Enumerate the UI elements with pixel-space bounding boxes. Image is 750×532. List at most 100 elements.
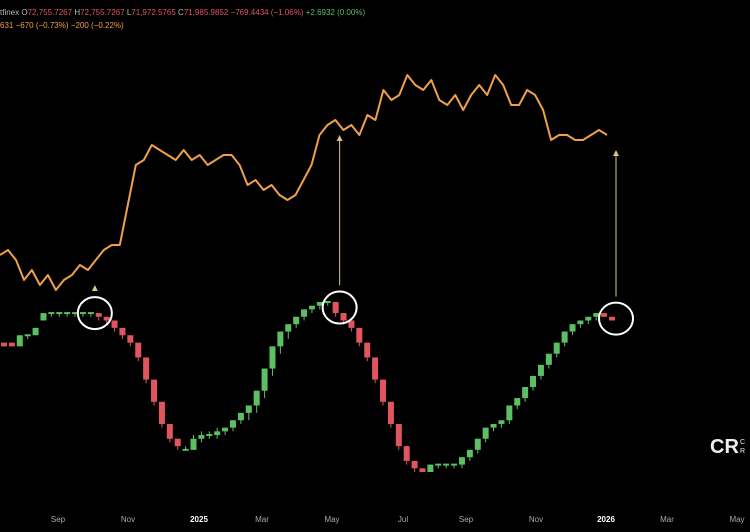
candle	[285, 324, 292, 339]
candle	[577, 320, 584, 328]
header-row-ohlc: tfinex O72,755.7267 H72,755.7267 L71,972…	[0, 6, 365, 19]
candle-body	[364, 342, 371, 358]
candle-body	[356, 327, 363, 343]
candle	[506, 405, 513, 424]
candle	[411, 460, 418, 472]
candle-body	[403, 446, 410, 461]
candle-body	[340, 313, 347, 321]
candle	[561, 331, 568, 347]
candle	[293, 316, 300, 328]
line-series	[0, 74, 608, 291]
candle-body	[198, 435, 205, 439]
candle-body	[166, 423, 173, 439]
candle	[261, 368, 268, 399]
symbol-name: tfinex	[0, 8, 20, 17]
candle-body	[577, 320, 584, 325]
candle	[593, 313, 600, 321]
candle	[166, 423, 173, 443]
candle	[135, 342, 142, 362]
candle	[32, 327, 39, 336]
candle	[72, 312, 79, 317]
candle-body	[506, 405, 513, 421]
candle	[466, 449, 473, 461]
candle	[79, 312, 86, 317]
candle-body	[79, 312, 86, 315]
x-tick-label: Nov	[121, 515, 135, 524]
arrow-head	[91, 285, 98, 291]
indicator-change-2: −200 (−0.22%)	[70, 21, 124, 30]
brand-logo: CR C R	[710, 436, 745, 459]
candle	[277, 331, 284, 354]
candle	[348, 320, 355, 332]
candle-body	[522, 387, 529, 399]
candle	[514, 398, 521, 410]
x-tick-label: Jul	[398, 515, 408, 524]
header-row-indicator: 631 −670 (−0.73%) −200 (−0.22%)	[0, 19, 365, 32]
candle-body	[435, 463, 442, 466]
candle	[56, 312, 63, 317]
x-tick-label: May	[324, 515, 339, 524]
candle-body	[151, 379, 158, 402]
extra-value: +2.6932 (0.00%)	[305, 8, 366, 17]
candle	[553, 342, 560, 358]
candle-body	[103, 316, 110, 321]
candle	[269, 346, 276, 376]
change-value: −769.4434 (−1.06%)	[230, 8, 304, 17]
candle-body	[443, 463, 450, 466]
candle	[8, 342, 15, 347]
candle-body	[95, 313, 102, 317]
candle	[64, 312, 71, 317]
x-tick-label: Mar	[660, 515, 674, 524]
x-tick-label: 2026	[597, 515, 615, 524]
candle	[324, 301, 331, 306]
x-tick-label: Mar	[255, 515, 269, 524]
candle-body	[206, 434, 213, 437]
candle-body	[119, 327, 126, 336]
candle	[16, 335, 23, 347]
candle-body	[395, 423, 402, 447]
candle	[301, 309, 308, 321]
candle	[174, 438, 181, 450]
candle-body	[585, 316, 592, 321]
candle-body	[514, 398, 521, 406]
candle	[537, 364, 544, 380]
candle-body	[316, 302, 323, 306]
candle-body	[158, 401, 165, 424]
candle	[419, 468, 426, 472]
low-label: L	[126, 8, 132, 17]
candle	[443, 463, 450, 469]
x-tick-label: Sep	[459, 515, 474, 524]
candle-body	[387, 401, 394, 424]
candle-body	[1, 342, 7, 347]
candle	[498, 420, 505, 428]
candle	[380, 379, 387, 406]
candle	[387, 401, 394, 428]
candle	[119, 327, 126, 339]
x-tick-label: May	[729, 515, 744, 524]
candle	[127, 335, 134, 347]
candle-body	[545, 353, 552, 365]
highlight-circle	[76, 296, 113, 331]
candle-body	[261, 368, 268, 391]
candle	[601, 313, 608, 317]
candle-body	[277, 331, 284, 347]
candle-body	[411, 460, 418, 469]
candle-body	[135, 342, 142, 358]
candle-body	[474, 438, 481, 450]
candle	[435, 463, 442, 469]
indicator-change-1: −670 (−0.73%)	[15, 21, 69, 30]
candle	[403, 446, 410, 465]
candle	[158, 401, 165, 428]
candle-body	[56, 312, 63, 315]
candle	[451, 463, 458, 469]
candle-body	[348, 320, 355, 328]
candle	[182, 446, 189, 451]
candle-body	[593, 313, 600, 317]
candle-body	[372, 357, 379, 380]
candle-body	[127, 335, 134, 343]
arrow-head	[336, 135, 343, 141]
candle-body	[553, 342, 560, 354]
candle-body	[490, 423, 497, 428]
candle	[229, 420, 236, 432]
candle	[237, 412, 244, 424]
